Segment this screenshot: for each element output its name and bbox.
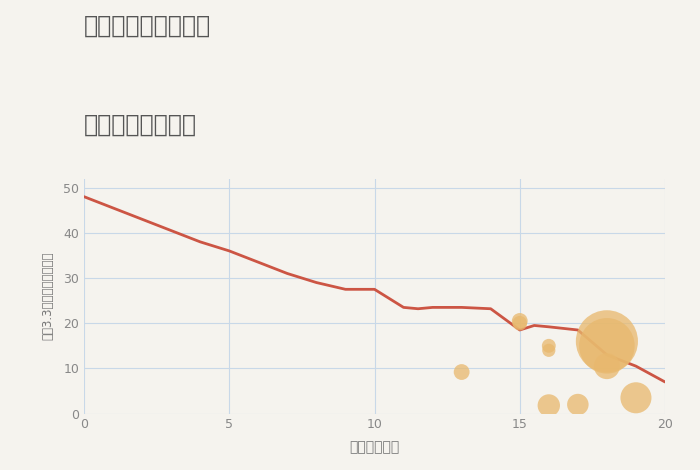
Point: [573, 401, 584, 408]
Y-axis label: 坪（3.3㎡）単価（万円）: 坪（3.3㎡）単価（万円）: [42, 252, 55, 340]
Point: [543, 402, 554, 409]
Point: [631, 394, 642, 401]
Point: [601, 337, 612, 345]
Text: 愛知県あま市中橋の: 愛知県あま市中橋の: [84, 14, 211, 38]
Point: [601, 362, 612, 370]
Point: [543, 346, 554, 354]
Point: [514, 320, 525, 327]
Point: [543, 342, 554, 350]
Point: [456, 368, 468, 376]
Point: [514, 317, 525, 325]
X-axis label: 駅距離（分）: 駅距離（分）: [349, 440, 400, 454]
Text: 駅距離別土地価格: 駅距離別土地価格: [84, 113, 197, 137]
Point: [601, 342, 612, 350]
